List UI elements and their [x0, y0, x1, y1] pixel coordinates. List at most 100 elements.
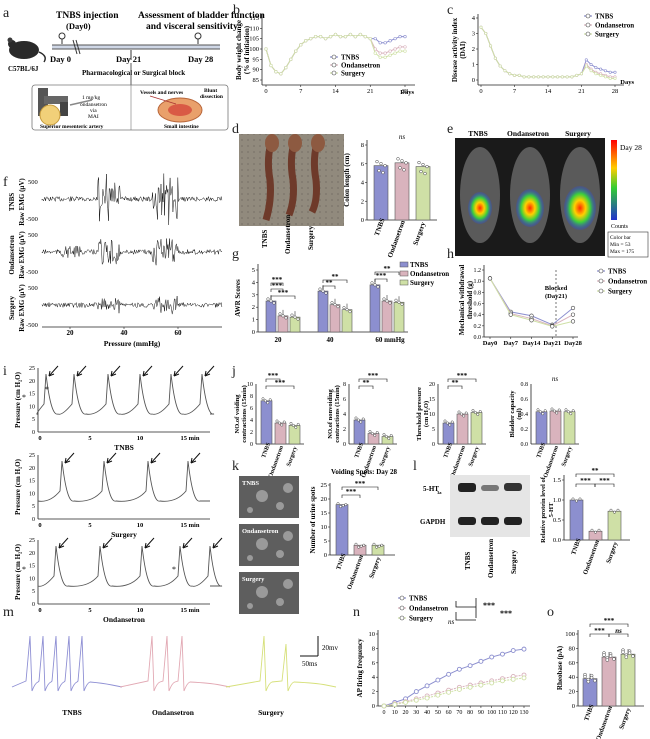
n-point — [403, 699, 408, 705]
panel-letter-d: d — [232, 122, 239, 137]
n-point — [456, 686, 462, 692]
o-ylabel: Rheobase (pA) — [556, 645, 564, 690]
b-point — [373, 51, 377, 55]
b-ytick: 90 — [253, 67, 260, 74]
i-arrow-icon — [106, 452, 117, 464]
c-point — [560, 75, 564, 79]
n-star-1: *** — [483, 601, 495, 610]
a-title-injection: TNBS injection — [56, 11, 119, 21]
g-bar — [381, 300, 393, 333]
b-point — [343, 34, 348, 39]
b-point — [388, 39, 392, 43]
b-xtick: 0 — [264, 88, 267, 95]
j-sig-star: *** — [268, 372, 279, 380]
c-xtick: 14 — [545, 88, 552, 95]
f-tick-minus500: -500 — [26, 269, 38, 276]
j-sig-star: ** — [363, 379, 371, 387]
b-point — [274, 70, 278, 74]
panel-letter-f: f — [3, 175, 8, 190]
f-row-label: Surgery — [8, 295, 16, 320]
n-star-2: *** — [500, 609, 512, 618]
n-xtick: 10 — [392, 710, 398, 716]
b-point — [264, 47, 268, 51]
b-point — [373, 37, 377, 41]
h-xtick: Day21 — [543, 340, 561, 347]
g-legend-item: Surgery — [410, 279, 435, 287]
k-ytick: 15 — [321, 510, 328, 517]
b-point — [383, 51, 387, 55]
j-ytick: 8 — [250, 394, 253, 400]
e-colorbar — [611, 140, 617, 220]
j-ytick: 0.6 — [521, 397, 529, 403]
g-sig-star: *** — [278, 289, 289, 297]
n-ytick: 4 — [372, 674, 376, 681]
l-ytick: 1.0 — [553, 497, 561, 504]
a-blunt2: dissection — [200, 94, 223, 100]
g-xtick: 20 — [275, 336, 283, 344]
c-point — [584, 58, 588, 62]
j-xtick: TNBS — [261, 442, 272, 459]
i-pressure-trace — [37, 460, 210, 502]
panel-letter-e: e — [447, 122, 453, 137]
a-dose3: via — [90, 108, 97, 114]
j-ytick: 0 — [250, 442, 253, 448]
j-xtick: Surgery — [468, 446, 481, 467]
panel-b-chart: 85 90 95 100 105 110 115 0 7 14 21 28 Days Body we… — [235, 14, 415, 96]
j-ytick: 0.8 — [521, 382, 529, 388]
b-point — [393, 47, 397, 51]
c-ytick: 3 — [472, 31, 475, 38]
b-legend-item: Ondansetron — [341, 62, 380, 70]
i-ytick: 10 — [29, 404, 35, 410]
j-xtick: Surgery — [286, 446, 299, 467]
n-ytick: 0 — [372, 703, 375, 710]
f-ylabel: Raw EMG (μV) — [18, 231, 26, 279]
j-bar — [353, 419, 366, 445]
i-ytick: 10 — [29, 491, 35, 497]
i-group-label: Surgery — [111, 530, 137, 539]
i-ylabel: Pressure (cm H₂O) — [14, 458, 22, 515]
e-label-ondansetron: Ondansetron — [507, 129, 550, 138]
n-point — [456, 666, 462, 672]
o-ytick: 60 — [569, 660, 576, 667]
b-point — [398, 45, 402, 49]
h-point — [529, 318, 534, 323]
n-point — [510, 676, 516, 682]
i-asterisk: * — [172, 565, 176, 574]
d-ylabel: Colon length (cm) — [343, 153, 351, 207]
c-ylabel: Disease activity index — [451, 17, 459, 82]
intestine-icon — [39, 104, 61, 126]
f-tick-500: 500 — [28, 285, 38, 292]
e-max: Max = 175 — [610, 249, 634, 255]
j-bar — [381, 436, 394, 445]
b-ytick: 105 — [249, 36, 259, 43]
b-point — [378, 41, 382, 45]
i-ytick: 0 — [32, 517, 35, 523]
panel-g-chart: 0 1 2 3 4 5 20 40 60 mmHg TNBSOndansetronSurger… — [234, 261, 449, 344]
c-point — [551, 75, 555, 79]
o-ytick: 40 — [569, 674, 576, 681]
n-series-line — [383, 674, 525, 707]
n-point — [413, 689, 419, 695]
panel-letter-c: c — [447, 3, 453, 18]
a-dose4: MAI — [88, 114, 99, 120]
j-ylabel: Bladder capacity — [509, 390, 516, 438]
c-point — [603, 69, 607, 73]
n-point — [424, 683, 430, 689]
i-xtick: 10 — [137, 435, 144, 442]
j-bar — [288, 425, 301, 445]
b-xtick: 14 — [332, 88, 339, 95]
j-xtick: TNBS — [354, 442, 365, 459]
n-point — [446, 689, 452, 695]
g-sig-star: ** — [384, 265, 392, 273]
c-point — [565, 75, 569, 79]
n-legend-item: Surgery — [409, 615, 434, 623]
b-point — [328, 34, 333, 39]
c-point — [498, 64, 502, 68]
n-legend-item: Ondansetron — [409, 605, 448, 613]
c-point — [546, 75, 550, 79]
j-xtick: TNBS — [536, 442, 547, 459]
mouse-icon — [7, 37, 46, 63]
g-ytick: 5 — [252, 267, 255, 274]
g-legend-item: Ondansetron — [410, 270, 449, 278]
